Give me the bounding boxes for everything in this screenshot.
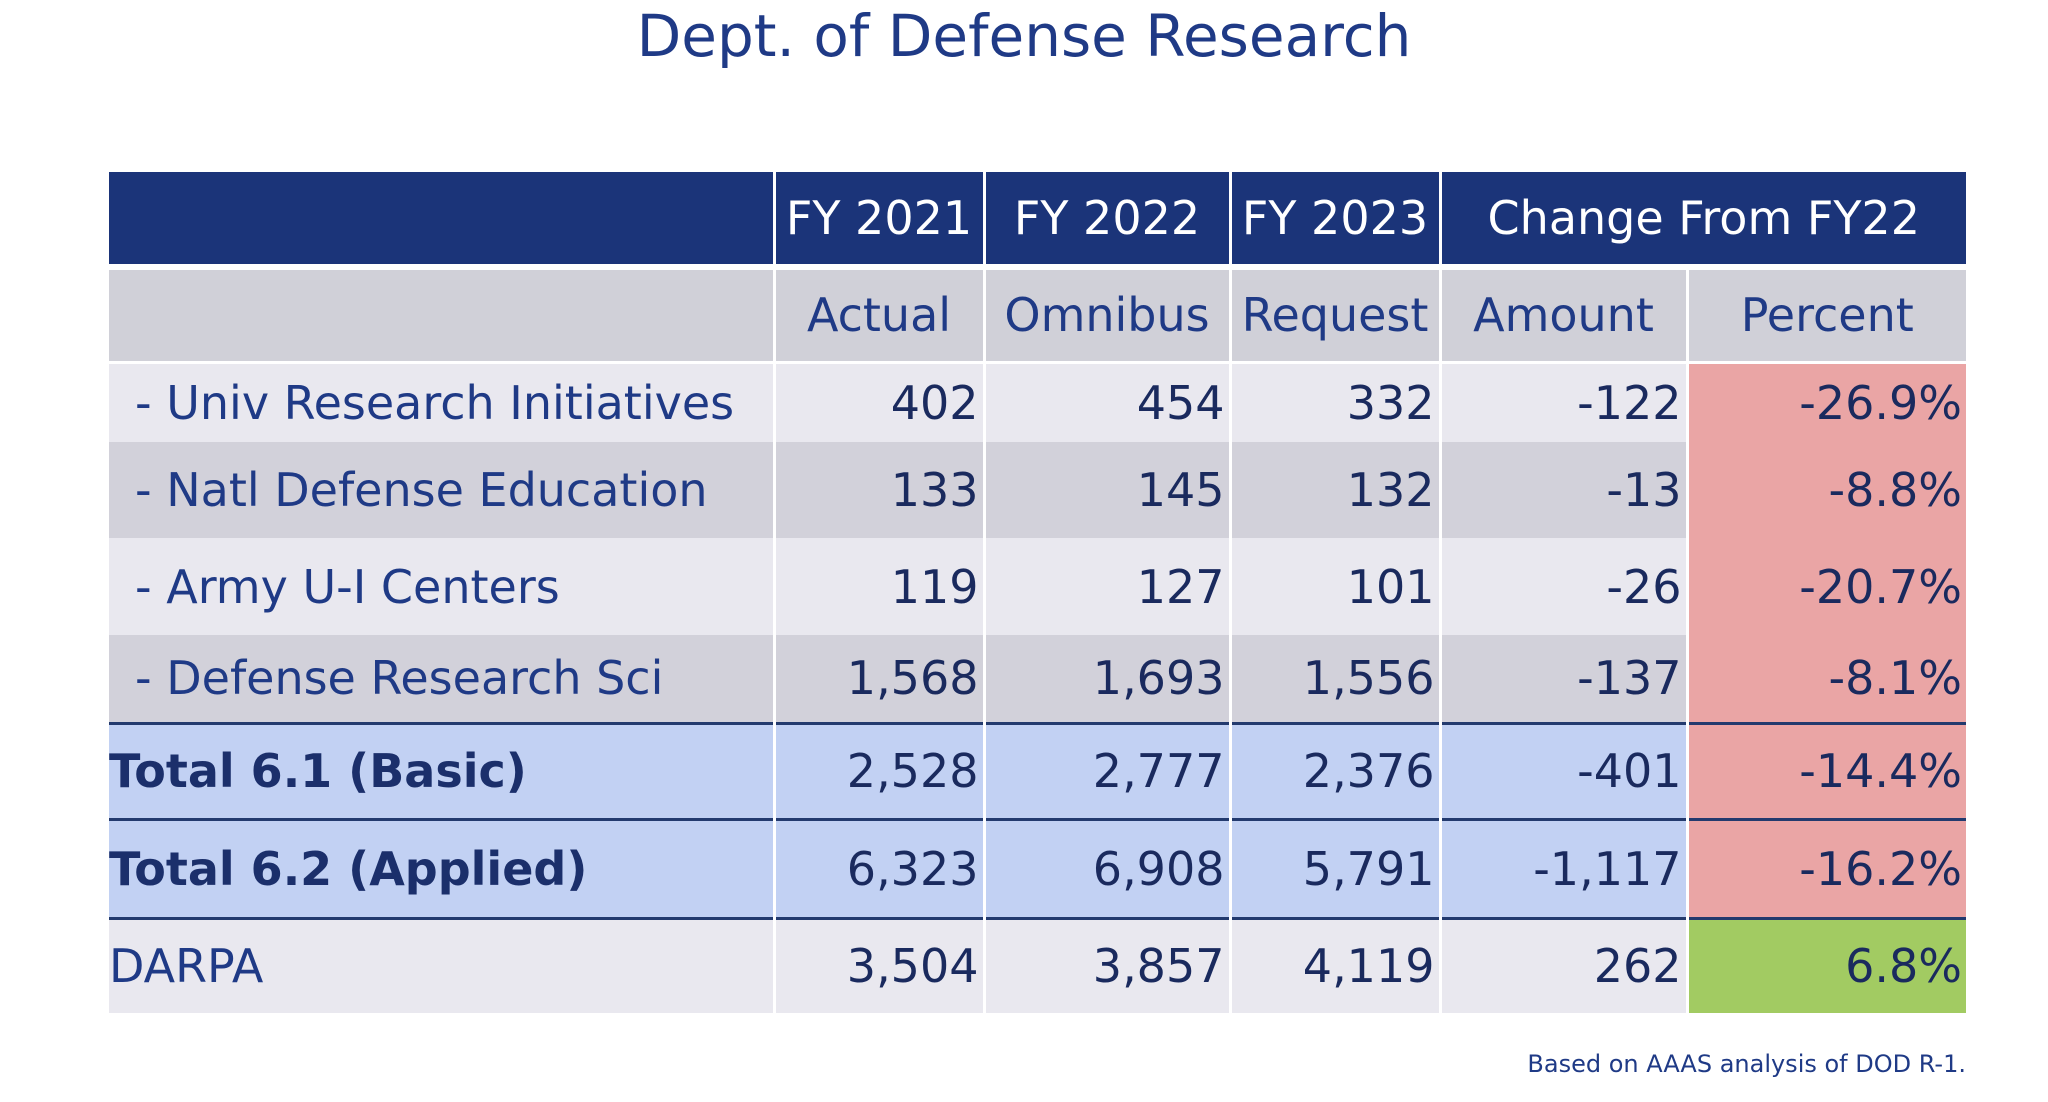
- table-row-total-basic: Total 6.1 (Basic) 2,528 2,777 2,376 -401…: [109, 721, 1967, 819]
- cell-percent: 6.8%: [1687, 916, 1967, 1013]
- cell-actual: 3,504: [774, 916, 986, 1013]
- subheader-amount: Amount: [1440, 267, 1689, 364]
- cell-omnibus: 454: [984, 362, 1232, 442]
- subheader-label-cell: [109, 267, 776, 364]
- row-label: DARPA: [109, 916, 776, 1013]
- header-change-from-fy22: Change From FY22: [1440, 172, 1967, 270]
- table-subheader-row: Actual Omnibus Request Amount Percent: [109, 267, 1967, 364]
- cell-omnibus: 3,857: [984, 916, 1232, 1013]
- cell-actual: 402: [774, 362, 986, 442]
- subheader-actual: Actual: [774, 267, 986, 364]
- cell-amount: -137: [1440, 635, 1689, 723]
- header-label-cell: [109, 172, 776, 270]
- source-footnote: Based on AAAS analysis of DOD R-1.: [1527, 1050, 1966, 1078]
- cell-actual: 133: [774, 442, 986, 538]
- subheader-omnibus: Omnibus: [984, 267, 1232, 364]
- cell-amount: -122: [1440, 362, 1689, 442]
- page-title: Dept. of Defense Research: [636, 2, 1412, 70]
- cell-actual: 119: [774, 538, 986, 635]
- header-fy2023: FY 2023: [1230, 172, 1442, 270]
- cell-actual: 2,528: [774, 721, 986, 819]
- cell-amount: -401: [1440, 721, 1689, 819]
- cell-amount: 262: [1440, 916, 1689, 1013]
- row-label: - Army U-I Centers: [109, 538, 776, 635]
- table-row-darpa: DARPA 3,504 3,857 4,119 262 6.8%: [109, 916, 1967, 1013]
- subheader-percent: Percent: [1687, 267, 1967, 364]
- header-fy2021: FY 2021: [774, 172, 986, 270]
- cell-amount: -26: [1440, 538, 1689, 635]
- cell-percent: -20.7%: [1687, 538, 1967, 635]
- cell-request: 5,791: [1230, 817, 1442, 918]
- table-row: - Defense Research Sci 1,568 1,693 1,556…: [109, 635, 1967, 723]
- header-fy2022: FY 2022: [984, 172, 1232, 270]
- cell-amount: -1,117: [1440, 817, 1689, 918]
- research-budget-table: FY 2021 FY 2022 FY 2023 Change From FY22…: [109, 172, 1967, 1013]
- row-label: - Univ Research Initiatives: [109, 362, 776, 442]
- row-label: - Defense Research Sci: [109, 635, 776, 723]
- row-label: Total 6.2 (Applied): [109, 817, 776, 918]
- cell-omnibus: 6,908: [984, 817, 1232, 918]
- cell-omnibus: 2,777: [984, 721, 1232, 819]
- cell-request: 332: [1230, 362, 1442, 442]
- cell-percent: -8.1%: [1687, 635, 1967, 723]
- cell-actual: 6,323: [774, 817, 986, 918]
- cell-request: 132: [1230, 442, 1442, 538]
- cell-percent: -8.8%: [1687, 442, 1967, 538]
- cell-request: 4,119: [1230, 916, 1442, 1013]
- table-row: - Univ Research Initiatives 402 454 332 …: [109, 362, 1967, 442]
- cell-amount: -13: [1440, 442, 1689, 538]
- row-label: - Natl Defense Education: [109, 442, 776, 538]
- cell-omnibus: 145: [984, 442, 1232, 538]
- cell-request: 101: [1230, 538, 1442, 635]
- cell-request: 2,376: [1230, 721, 1442, 819]
- cell-actual: 1,568: [774, 635, 986, 723]
- table-row: - Army U-I Centers 119 127 101 -26 -20.7…: [109, 538, 1967, 635]
- table-row-total-applied: Total 6.2 (Applied) 6,323 6,908 5,791 -1…: [109, 817, 1967, 918]
- cell-percent: -14.4%: [1687, 721, 1967, 819]
- cell-percent: -26.9%: [1687, 362, 1967, 442]
- cell-omnibus: 127: [984, 538, 1232, 635]
- row-label: Total 6.1 (Basic): [109, 721, 776, 819]
- table-row: - Natl Defense Education 133 145 132 -13…: [109, 442, 1967, 538]
- subheader-request: Request: [1230, 267, 1442, 364]
- table-header-row: FY 2021 FY 2022 FY 2023 Change From FY22: [109, 172, 1967, 270]
- cell-omnibus: 1,693: [984, 635, 1232, 723]
- cell-percent: -16.2%: [1687, 817, 1967, 918]
- cell-request: 1,556: [1230, 635, 1442, 723]
